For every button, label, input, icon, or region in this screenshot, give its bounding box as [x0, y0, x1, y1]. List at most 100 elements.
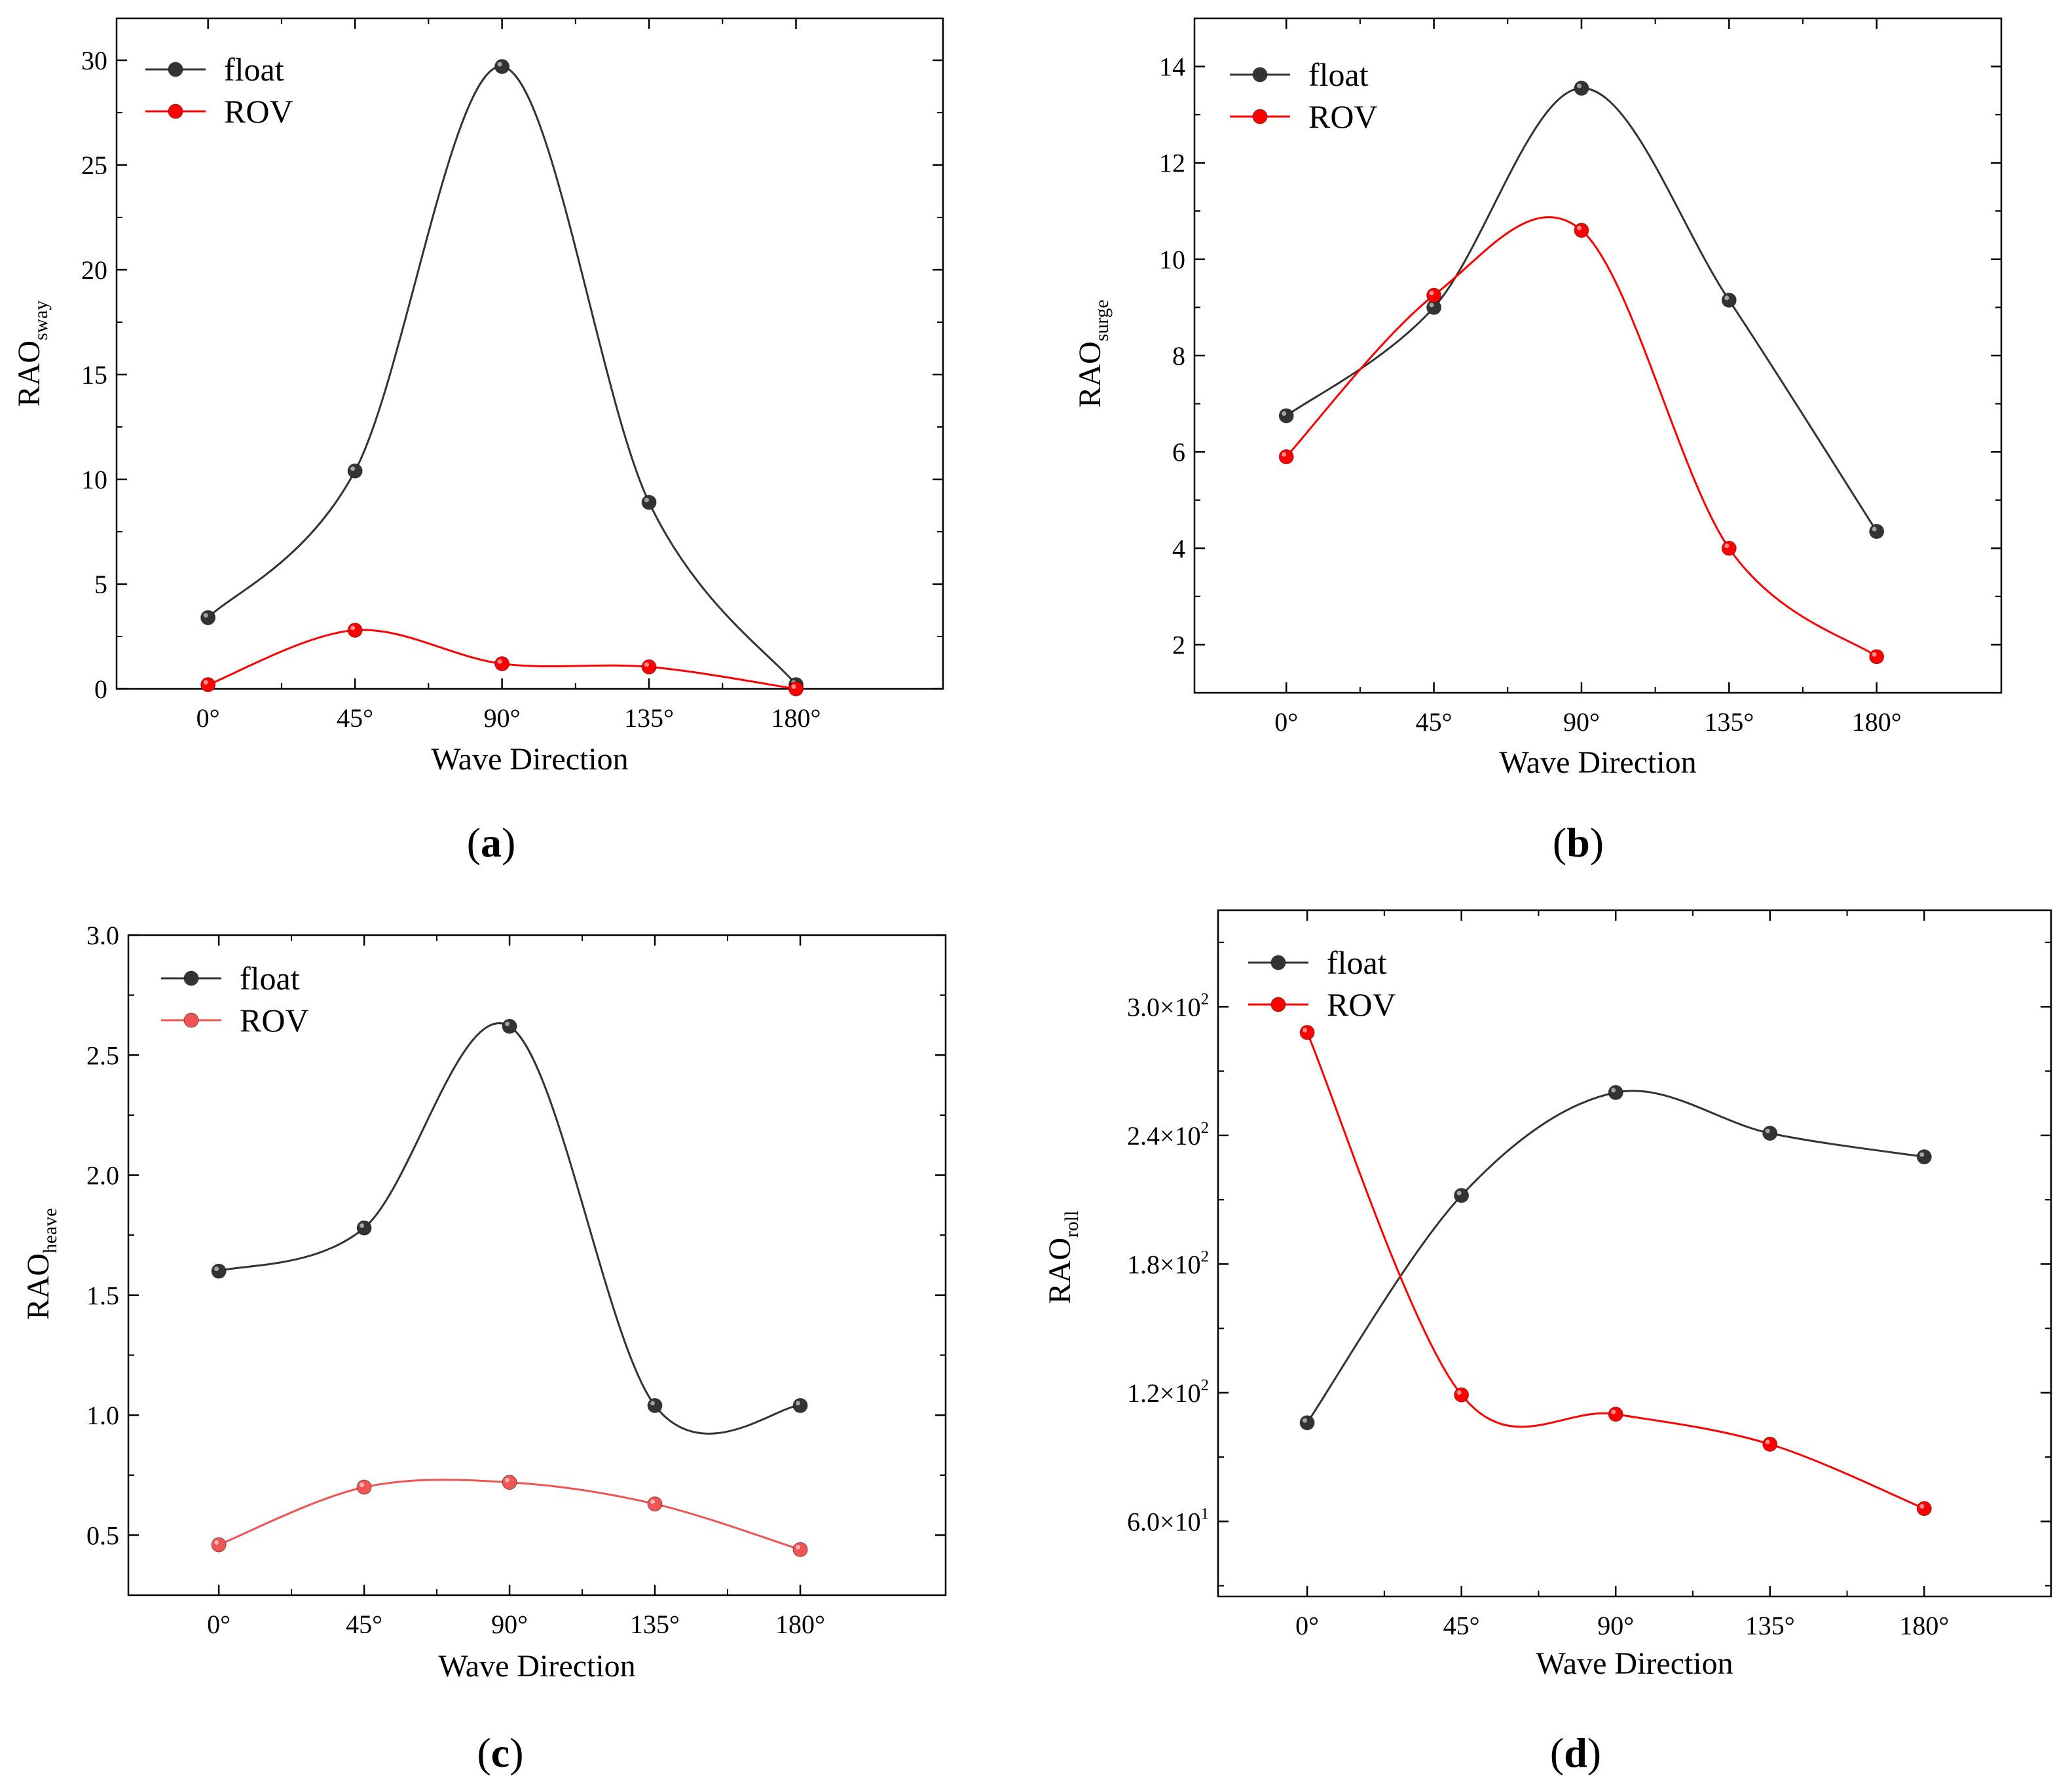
data-point-rov — [1721, 540, 1737, 556]
data-point-rov — [1426, 287, 1442, 303]
x-tick-label: 0° — [196, 703, 220, 733]
data-point-highlight — [644, 498, 650, 503]
y-axis-label: RAOsway — [12, 301, 52, 407]
y-tick-label: 4 — [1172, 534, 1185, 563]
chart-a-svg: 0 5 10 15 20 25 30 0° 45° 90° 135° 180° Wave Directi… — [12, 17, 944, 777]
data-point-highlight — [650, 1499, 656, 1504]
legend-label-float: float — [1308, 56, 1369, 93]
data-point-float — [1278, 408, 1294, 424]
chart-panel-d: 6.0×101 1.2×102 1.8×10 2 2.4×102 3.0×102 0° 45°… — [1035, 897, 2072, 1789]
data-point-rov — [788, 681, 804, 697]
x-tick-label: 0° — [207, 1610, 231, 1639]
data-point-highlight — [1282, 411, 1287, 416]
data-point-float — [1721, 292, 1737, 308]
y-tick-label: 2.5 — [86, 1041, 119, 1070]
y-tick-label-exponent: 1 — [1201, 1505, 1209, 1522]
chart-d-svg: 6.0×101 1.2×102 1.8×10 2 2.4×102 3.0×102 0° 45°… — [1043, 909, 2052, 1681]
data-point-highlight — [650, 1401, 656, 1406]
x-axis-label: Wave Direction — [438, 1649, 635, 1684]
y-axis-label-main: RAO — [1043, 1238, 1077, 1304]
y-tick-label-exponent: 2 — [1201, 990, 1209, 1008]
legend-marker-float — [1270, 955, 1286, 970]
legend-label-rov: ROV — [1308, 98, 1378, 135]
data-point-float — [1916, 1149, 1932, 1165]
series-line-rov — [218, 1479, 801, 1551]
data-point-highlight — [1282, 452, 1287, 457]
data-point-highlight — [1456, 1390, 1462, 1395]
data-point-highlight — [644, 662, 650, 667]
data-point-highlight — [1765, 1128, 1770, 1134]
y-tick-label: 14 — [1159, 52, 1185, 82]
legend-label-float: float — [224, 51, 284, 88]
data-point-highlight — [1576, 225, 1582, 231]
legend-label-rov: ROV — [224, 93, 293, 130]
x-axis-label: Wave Direction — [1536, 1646, 1733, 1681]
data-point-highlight — [1919, 1152, 1925, 1157]
data-point-float — [792, 1397, 808, 1414]
data-point-float — [1574, 81, 1589, 96]
y-tick-label: 1.2×102 — [1127, 1376, 1209, 1408]
data-point-highlight — [214, 1540, 219, 1545]
data-point-highlight — [1724, 544, 1730, 549]
panel-caption-c: (c) — [477, 1729, 524, 1776]
data-point-highlight — [1456, 1190, 1462, 1196]
y-tick-label: 10 — [1159, 245, 1185, 274]
data-point-float — [347, 463, 363, 479]
data-point-rov — [1299, 1025, 1315, 1041]
chart-c-svg: 0.5 1.0 1.5 2.0 2.5 3.0 0° 45° 90° 135° 180° Wave D… — [21, 921, 947, 1684]
x-tick-label: 135° — [1704, 707, 1754, 737]
data-point-rov — [502, 1475, 517, 1490]
data-point-float — [647, 1397, 663, 1414]
data-point-rov — [1916, 1501, 1932, 1517]
data-point-highlight — [1872, 652, 1877, 657]
y-tick-label: 6.0×101 — [1127, 1505, 1209, 1536]
plot-frame — [127, 934, 947, 1596]
data-point-highlight — [505, 1477, 510, 1483]
y-tick-label-mantissa: 6.0×10 — [1127, 1507, 1201, 1536]
series-line-float — [1286, 87, 1878, 532]
chart-panel-a: 0 5 10 15 20 25 30 0° 45° 90° 135° 180° Wave Directi… — [0, 0, 982, 877]
data-point-highlight — [1303, 1418, 1308, 1423]
data-point-highlight — [497, 62, 502, 67]
data-point-highlight — [350, 625, 356, 631]
y-tick-label: 25 — [81, 151, 107, 180]
data-point-rov — [200, 676, 216, 693]
data-point-rov — [356, 1479, 372, 1495]
series-line-float — [207, 65, 797, 686]
legend-label-rov: ROV — [1327, 986, 1396, 1023]
y-axis-label: RAOsurge — [1073, 299, 1113, 407]
data-point-float — [641, 494, 657, 510]
data-point-float — [356, 1220, 372, 1236]
y-tick-label: 2 — [1172, 630, 1185, 659]
data-point-highlight — [360, 1483, 365, 1488]
y-axis-label-main: RAO — [1073, 341, 1107, 407]
y-tick-label: 20 — [81, 255, 107, 285]
x-tick-label: 45° — [1443, 1611, 1480, 1640]
data-point-float — [1608, 1084, 1623, 1100]
y-tick-label: 3.0×102 — [1127, 990, 1209, 1022]
data-point-rov — [1869, 649, 1885, 665]
data-point-highlight — [1872, 526, 1877, 532]
data-point-rov — [1574, 223, 1589, 238]
x-tick-label: 0° — [1295, 1611, 1319, 1640]
y-tick-label-mantissa: 1.8×10 — [1127, 1249, 1201, 1279]
data-point-highlight — [203, 680, 208, 685]
x-tick-label: 180° — [1899, 1611, 1949, 1640]
data-point-rov — [1762, 1436, 1778, 1452]
plot-frame — [115, 17, 944, 690]
data-point-rov — [647, 1496, 663, 1512]
data-point-highlight — [796, 1545, 801, 1550]
legend-marker-float — [1252, 67, 1268, 83]
legend-label-float: float — [240, 960, 300, 997]
x-tick-label: 45° — [346, 1610, 382, 1639]
data-point-highlight — [203, 613, 208, 618]
legend-marker-float — [168, 62, 183, 77]
chart-panel-c: 0.5 1.0 1.5 2.0 2.5 3.0 0° 45° 90° 135° 180° Wave D… — [0, 897, 982, 1789]
y-tick-label: 2.4×102 — [1127, 1119, 1209, 1151]
y-tick-label-mantissa: 1.2×10 — [1127, 1378, 1201, 1408]
y-tick-label: 3.0 — [86, 921, 119, 950]
panel-caption-b: (b) — [1552, 819, 1604, 866]
x-tick-label: 180° — [1852, 707, 1902, 737]
legend-label-float: float — [1327, 944, 1387, 981]
data-point-rov — [211, 1537, 227, 1553]
